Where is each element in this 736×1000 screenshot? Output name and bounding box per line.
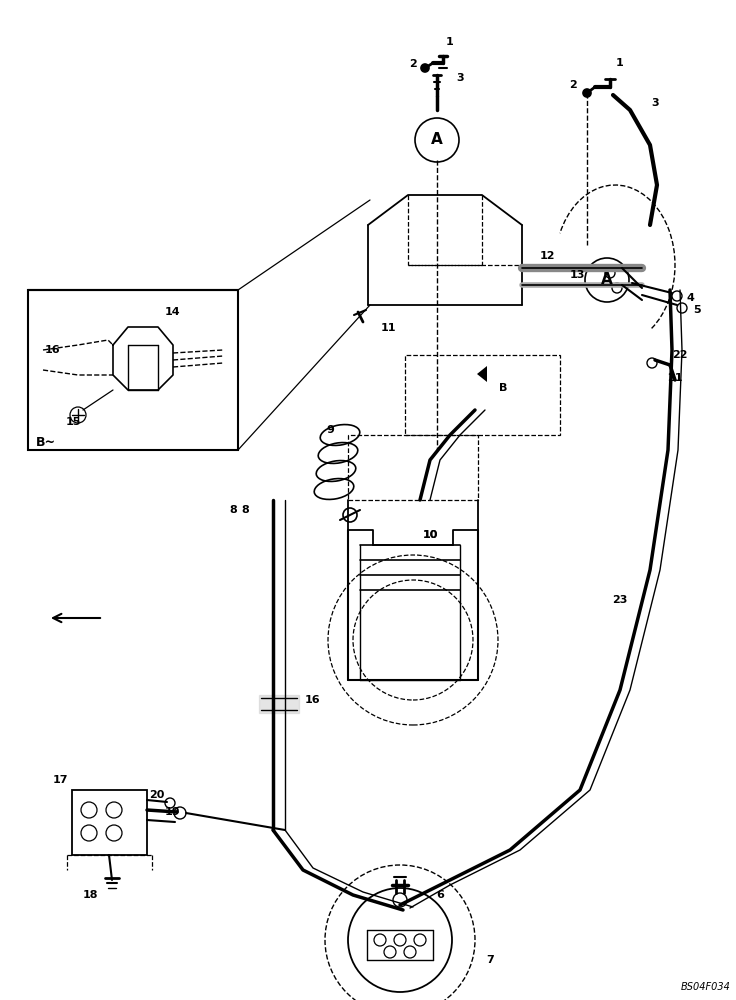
Text: 13: 13: [570, 270, 584, 280]
Text: 7: 7: [486, 955, 494, 965]
Text: A: A: [601, 272, 613, 288]
Text: 3: 3: [456, 73, 464, 83]
Text: 16: 16: [45, 345, 61, 355]
Text: 12: 12: [539, 251, 555, 261]
Text: 19: 19: [164, 807, 180, 817]
Text: 2: 2: [569, 80, 577, 90]
Text: 11: 11: [381, 323, 396, 333]
Text: 22: 22: [672, 350, 687, 360]
Text: 9: 9: [326, 425, 334, 435]
Text: 4: 4: [686, 293, 694, 303]
Polygon shape: [259, 695, 299, 713]
Text: 1: 1: [446, 37, 454, 47]
Bar: [348, 435, 478, 500]
Text: B~: B~: [36, 436, 56, 448]
Text: 15: 15: [66, 417, 81, 427]
Text: A: A: [431, 132, 443, 147]
Text: 6: 6: [436, 890, 444, 900]
Text: 20: 20: [149, 790, 165, 800]
Circle shape: [583, 89, 591, 97]
Text: 3: 3: [651, 98, 659, 108]
Bar: [405, 355, 560, 435]
Text: 8: 8: [241, 505, 249, 515]
Text: BS04F034: BS04F034: [681, 982, 731, 992]
Polygon shape: [477, 366, 487, 382]
Text: 14: 14: [165, 307, 181, 317]
Text: 5: 5: [693, 305, 701, 315]
Circle shape: [421, 64, 429, 72]
Text: 10: 10: [422, 530, 438, 540]
Text: 18: 18: [82, 890, 98, 900]
Text: B: B: [499, 383, 507, 393]
Text: 17: 17: [52, 775, 68, 785]
Bar: [72, 790, 147, 855]
Text: 16: 16: [305, 695, 321, 705]
Text: 8: 8: [229, 505, 237, 515]
Text: 21: 21: [668, 373, 683, 383]
Text: 1: 1: [616, 58, 624, 68]
Text: 10: 10: [422, 530, 438, 540]
Bar: [28, 290, 238, 450]
Text: 2: 2: [409, 59, 417, 69]
Text: 23: 23: [612, 595, 628, 605]
